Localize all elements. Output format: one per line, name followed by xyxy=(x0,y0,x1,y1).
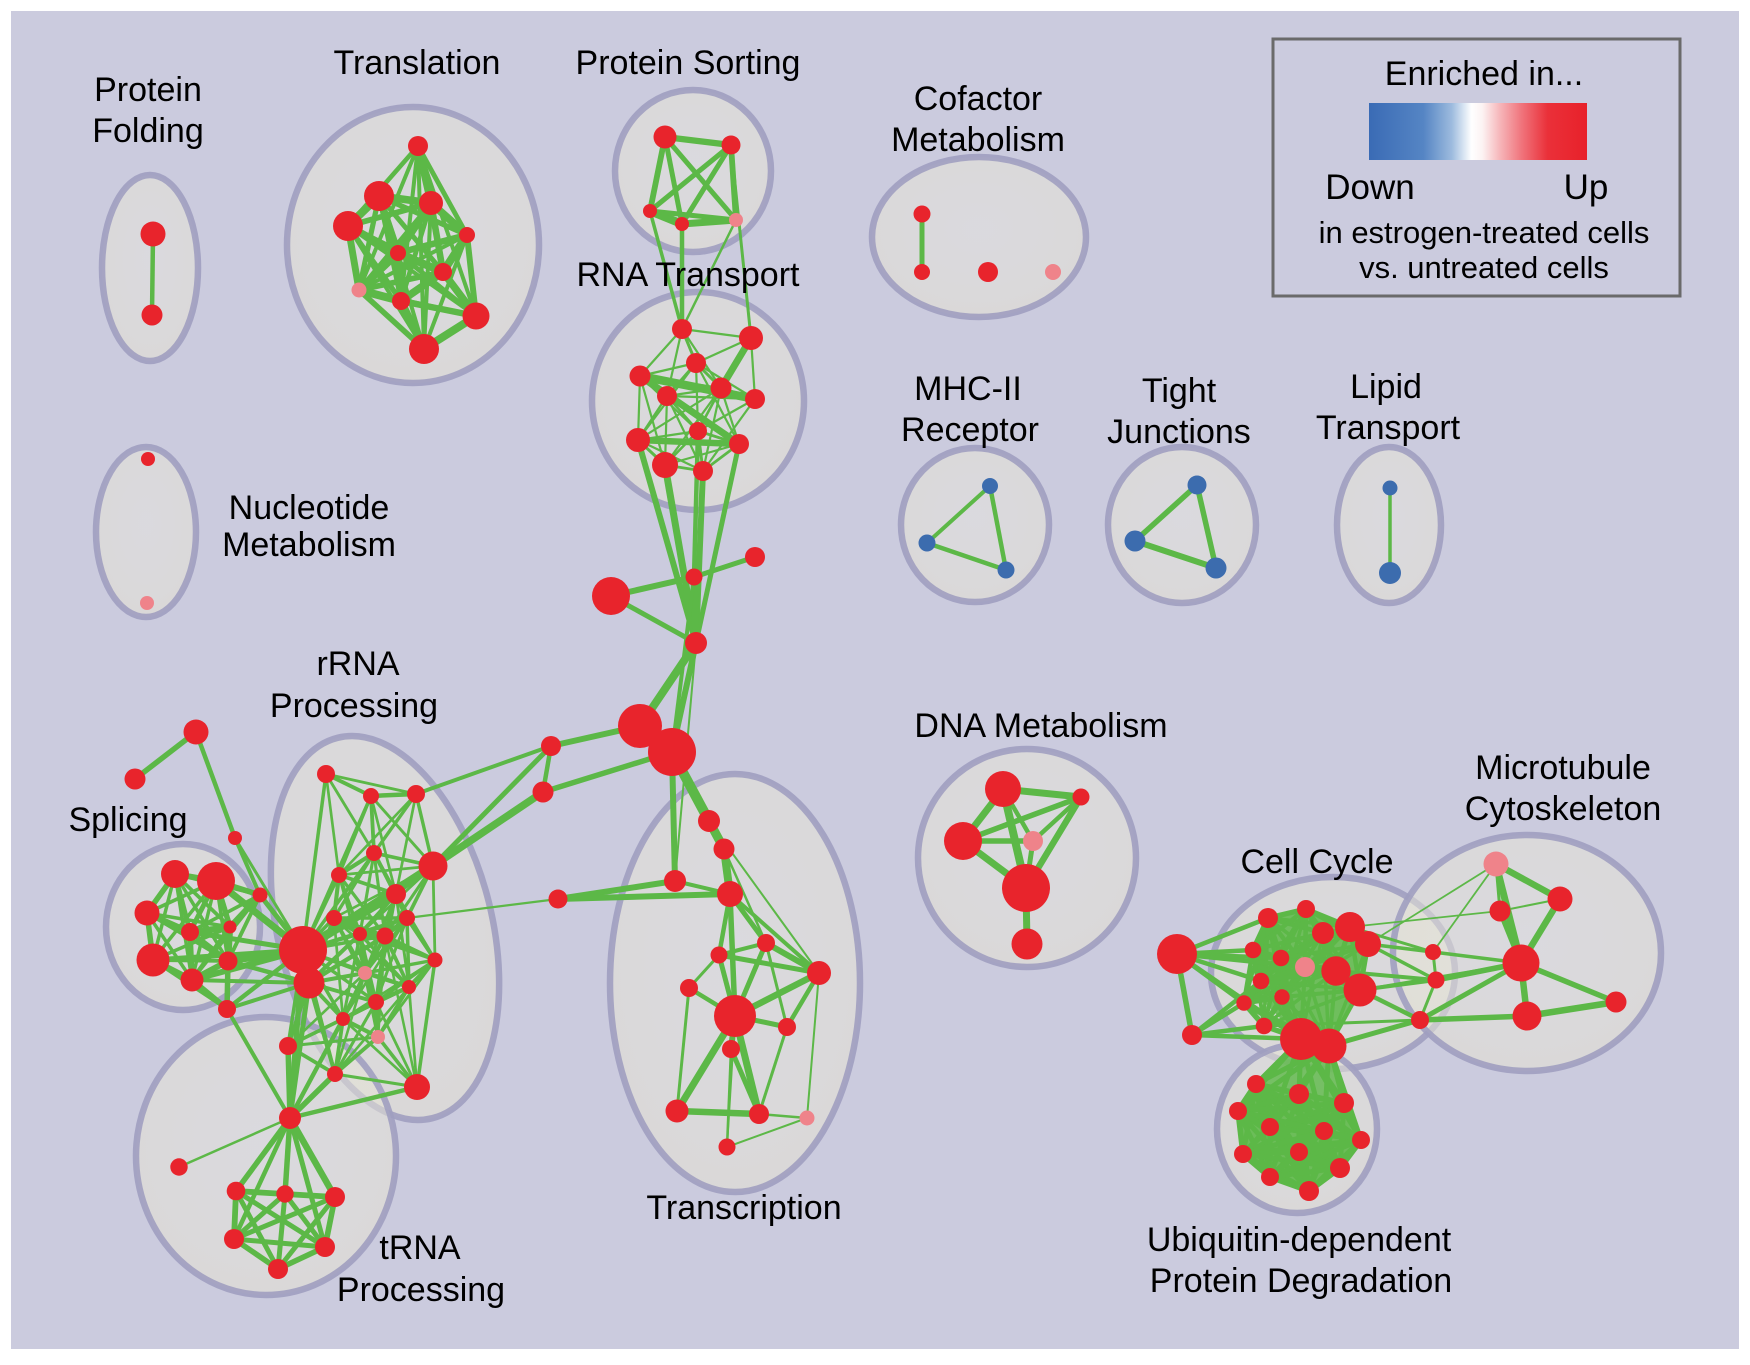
svg-text:Cofactor: Cofactor xyxy=(914,80,1043,118)
svg-text:Down: Down xyxy=(1325,168,1414,207)
svg-text:Junctions: Junctions xyxy=(1107,413,1251,451)
svg-text:Protein Sorting: Protein Sorting xyxy=(576,44,801,82)
svg-text:Nucleotide: Nucleotide xyxy=(229,489,390,527)
svg-text:Folding: Folding xyxy=(92,112,204,150)
svg-text:Protein Degradation: Protein Degradation xyxy=(1150,1262,1452,1300)
svg-text:Microtubule: Microtubule xyxy=(1475,749,1651,787)
svg-text:Lipid: Lipid xyxy=(1350,368,1422,406)
svg-text:Ubiquitin-dependent: Ubiquitin-dependent xyxy=(1147,1221,1452,1259)
svg-text:Receptor: Receptor xyxy=(901,411,1039,449)
svg-text:Up: Up xyxy=(1564,168,1609,207)
svg-text:Enriched in...: Enriched in... xyxy=(1385,55,1583,93)
svg-text:Metabolism: Metabolism xyxy=(891,121,1065,159)
svg-text:tRNA: tRNA xyxy=(379,1229,461,1267)
svg-text:Transcription: Transcription xyxy=(646,1189,841,1227)
svg-text:Splicing: Splicing xyxy=(68,801,187,839)
svg-text:DNA Metabolism: DNA Metabolism xyxy=(914,707,1167,745)
svg-text:vs. untreated cells: vs. untreated cells xyxy=(1359,250,1609,285)
svg-text:Tight: Tight xyxy=(1142,372,1217,410)
svg-text:MHC-II: MHC-II xyxy=(914,370,1022,408)
svg-text:Cytoskeleton: Cytoskeleton xyxy=(1465,790,1662,828)
svg-text:Translation: Translation xyxy=(334,44,501,82)
svg-text:Protein: Protein xyxy=(94,71,202,109)
svg-text:Transport: Transport xyxy=(1316,409,1461,447)
svg-text:rRNA: rRNA xyxy=(316,645,399,683)
svg-text:Processing: Processing xyxy=(270,687,438,725)
svg-text:RNA Transport: RNA Transport xyxy=(577,256,801,294)
svg-text:in estrogen-treated cells: in estrogen-treated cells xyxy=(1319,215,1650,250)
svg-text:Processing: Processing xyxy=(337,1271,505,1309)
svg-text:Metabolism: Metabolism xyxy=(222,526,396,564)
svg-text:Cell Cycle: Cell Cycle xyxy=(1240,843,1393,881)
